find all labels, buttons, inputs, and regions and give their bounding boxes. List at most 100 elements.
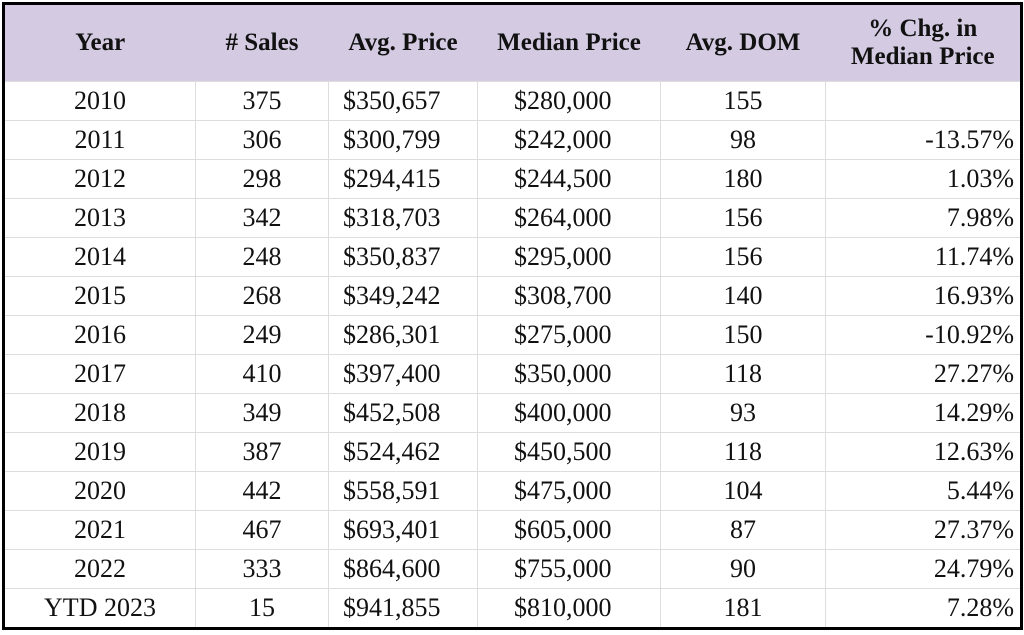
table-cell: 156: [660, 198, 826, 238]
table-cell: 387: [195, 432, 329, 472]
table-cell: 155: [660, 81, 826, 121]
table-cell: 2017: [3, 354, 196, 394]
table-cell: 24.79%: [825, 549, 1022, 589]
table-cell: 375: [195, 81, 329, 121]
table-cell: 181: [660, 588, 826, 629]
table-cell: 12.63%: [825, 432, 1022, 472]
table-cell: 5.44%: [825, 471, 1022, 511]
table-cell: 2018: [3, 393, 196, 433]
table-cell: $280,000: [477, 81, 661, 121]
table-cell: $286,301: [328, 315, 478, 355]
table-cell: $693,401: [328, 510, 478, 550]
table-cell: 2020: [3, 471, 196, 511]
table-cell: $400,000: [477, 393, 661, 433]
table-cell: $244,500: [477, 159, 661, 199]
table-cell: $308,700: [477, 276, 661, 316]
header-row: Year # Sales Avg. Price Median Price Avg. DO…: [3, 3, 1022, 82]
table-cell: 90: [660, 549, 826, 589]
header-cell: % Chg. in Median Price: [825, 3, 1022, 82]
table-cell: 2011: [3, 120, 196, 160]
table-cell: 16.93%: [825, 276, 1022, 316]
table-cell: $558,591: [328, 471, 478, 511]
table-cell: 2014: [3, 237, 196, 277]
header-cell: Year: [3, 3, 196, 82]
table-cell: 150: [660, 315, 826, 355]
table-row: 2016 249 $286,301 $275,000 150 -10.92%: [3, 315, 1022, 355]
table-cell: 298: [195, 159, 329, 199]
table-row: 2021 467 $693,401 $605,000 87 27.37%: [3, 510, 1022, 550]
table-cell: $242,000: [477, 120, 661, 160]
table-cell: [825, 81, 1022, 121]
table-row: 2014 248 $350,837 $295,000 156 11.74%: [3, 237, 1022, 277]
table-row: 2010 375 $350,657 $280,000 155: [3, 81, 1022, 121]
table-cell: $450,500: [477, 432, 661, 472]
table-cell: $350,000: [477, 354, 661, 394]
table-cell: $941,855: [328, 588, 478, 629]
table-cell: 248: [195, 237, 329, 277]
table-cell: -10.92%: [825, 315, 1022, 355]
table-row: 2017 410 $397,400 $350,000 118 27.27%: [3, 354, 1022, 394]
table-cell: 180: [660, 159, 826, 199]
table-cell: $755,000: [477, 549, 661, 589]
table-cell: $452,508: [328, 393, 478, 433]
table-cell: 249: [195, 315, 329, 355]
header-cell: Avg. Price: [328, 3, 478, 82]
table-cell: 2010: [3, 81, 196, 121]
table-cell: $350,657: [328, 81, 478, 121]
table-cell: 442: [195, 471, 329, 511]
table-cell: 15: [195, 588, 329, 629]
table-cell: 2012: [3, 159, 196, 199]
table-cell: 410: [195, 354, 329, 394]
header-cell: # Sales: [195, 3, 329, 82]
table-cell: 467: [195, 510, 329, 550]
table-row: 2020 442 $558,591 $475,000 104 5.44%: [3, 471, 1022, 511]
table-cell: $295,000: [477, 237, 661, 277]
table-cell: 1.03%: [825, 159, 1022, 199]
table-body: 2010 375 $350,657 $280,000 155 2011 306 $300,79…: [3, 81, 1022, 629]
table-cell: 2019: [3, 432, 196, 472]
table-cell: $524,462: [328, 432, 478, 472]
table-cell: 14.29%: [825, 393, 1022, 433]
table-cell: 156: [660, 237, 826, 277]
table-cell: $350,837: [328, 237, 478, 277]
table-cell: $864,600: [328, 549, 478, 589]
table-cell: 333: [195, 549, 329, 589]
table-cell: $275,000: [477, 315, 661, 355]
table-cell: 93: [660, 393, 826, 433]
table-cell: 2015: [3, 276, 196, 316]
table-cell: $605,000: [477, 510, 661, 550]
table-cell: $300,799: [328, 120, 478, 160]
table-row: 2015 268 $349,242 $308,700 140 16.93%: [3, 276, 1022, 316]
table-cell: 306: [195, 120, 329, 160]
table-cell: -13.57%: [825, 120, 1022, 160]
table-cell: 118: [660, 354, 826, 394]
table-cell: YTD 2023: [3, 588, 196, 629]
table-cell: 2021: [3, 510, 196, 550]
table-cell: $475,000: [477, 471, 661, 511]
table-cell: 104: [660, 471, 826, 511]
table-row: 2018 349 $452,508 $400,000 93 14.29%: [3, 393, 1022, 433]
table-cell: 342: [195, 198, 329, 238]
table-row: 2019 387 $524,462 $450,500 118 12.63%: [3, 432, 1022, 472]
table-cell: 27.37%: [825, 510, 1022, 550]
table-cell: $397,400: [328, 354, 478, 394]
table-cell: 140: [660, 276, 826, 316]
table-cell: $349,242: [328, 276, 478, 316]
table-cell: $810,000: [477, 588, 661, 629]
table-cell: 27.27%: [825, 354, 1022, 394]
table-cell: 268: [195, 276, 329, 316]
table-cell: 98: [660, 120, 826, 160]
header-cell: Avg. DOM: [660, 3, 826, 82]
table-cell: 349: [195, 393, 329, 433]
table-cell: 7.28%: [825, 588, 1022, 629]
table-row: 2011 306 $300,799 $242,000 98 -13.57%: [3, 120, 1022, 160]
table-cell: $318,703: [328, 198, 478, 238]
table-row: 2012 298 $294,415 $244,500 180 1.03%: [3, 159, 1022, 199]
table-row: 2022 333 $864,600 $755,000 90 24.79%: [3, 549, 1022, 589]
table-cell: 7.98%: [825, 198, 1022, 238]
table-cell: 87: [660, 510, 826, 550]
table-cell: 118: [660, 432, 826, 472]
header-cell: Median Price: [477, 3, 661, 82]
